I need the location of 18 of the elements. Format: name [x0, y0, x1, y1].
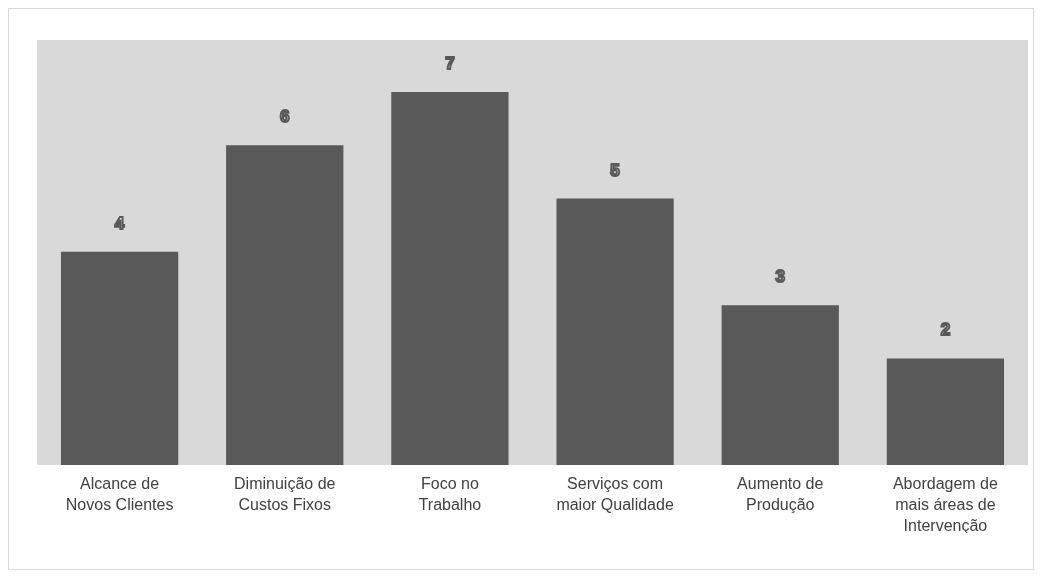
bar — [391, 92, 509, 465]
bar — [60, 251, 179, 465]
data-label: 6 — [280, 107, 290, 127]
bar — [226, 145, 344, 465]
data-label: 3 — [775, 267, 785, 287]
x-tick-label: Abordagem de mais áreas de Intervenção — [892, 474, 998, 534]
data-label: 5 — [610, 160, 620, 180]
x-tick-label: Aumento de Produção — [737, 474, 824, 513]
x-tick-label: Serviços com maior Qualidade — [556, 474, 674, 513]
x-tick-label: Foco no Trabalho — [418, 474, 482, 513]
bar — [721, 305, 839, 465]
bar — [886, 358, 1005, 465]
data-label: 4 — [114, 213, 125, 233]
bar — [556, 198, 674, 465]
x-tick-label: Diminuição de Custos Fixos — [234, 474, 336, 513]
data-label: 7 — [445, 54, 455, 73]
data-label: 2 — [940, 320, 951, 340]
x-tick-label: Alcance de Novos Clientes — [65, 474, 174, 513]
